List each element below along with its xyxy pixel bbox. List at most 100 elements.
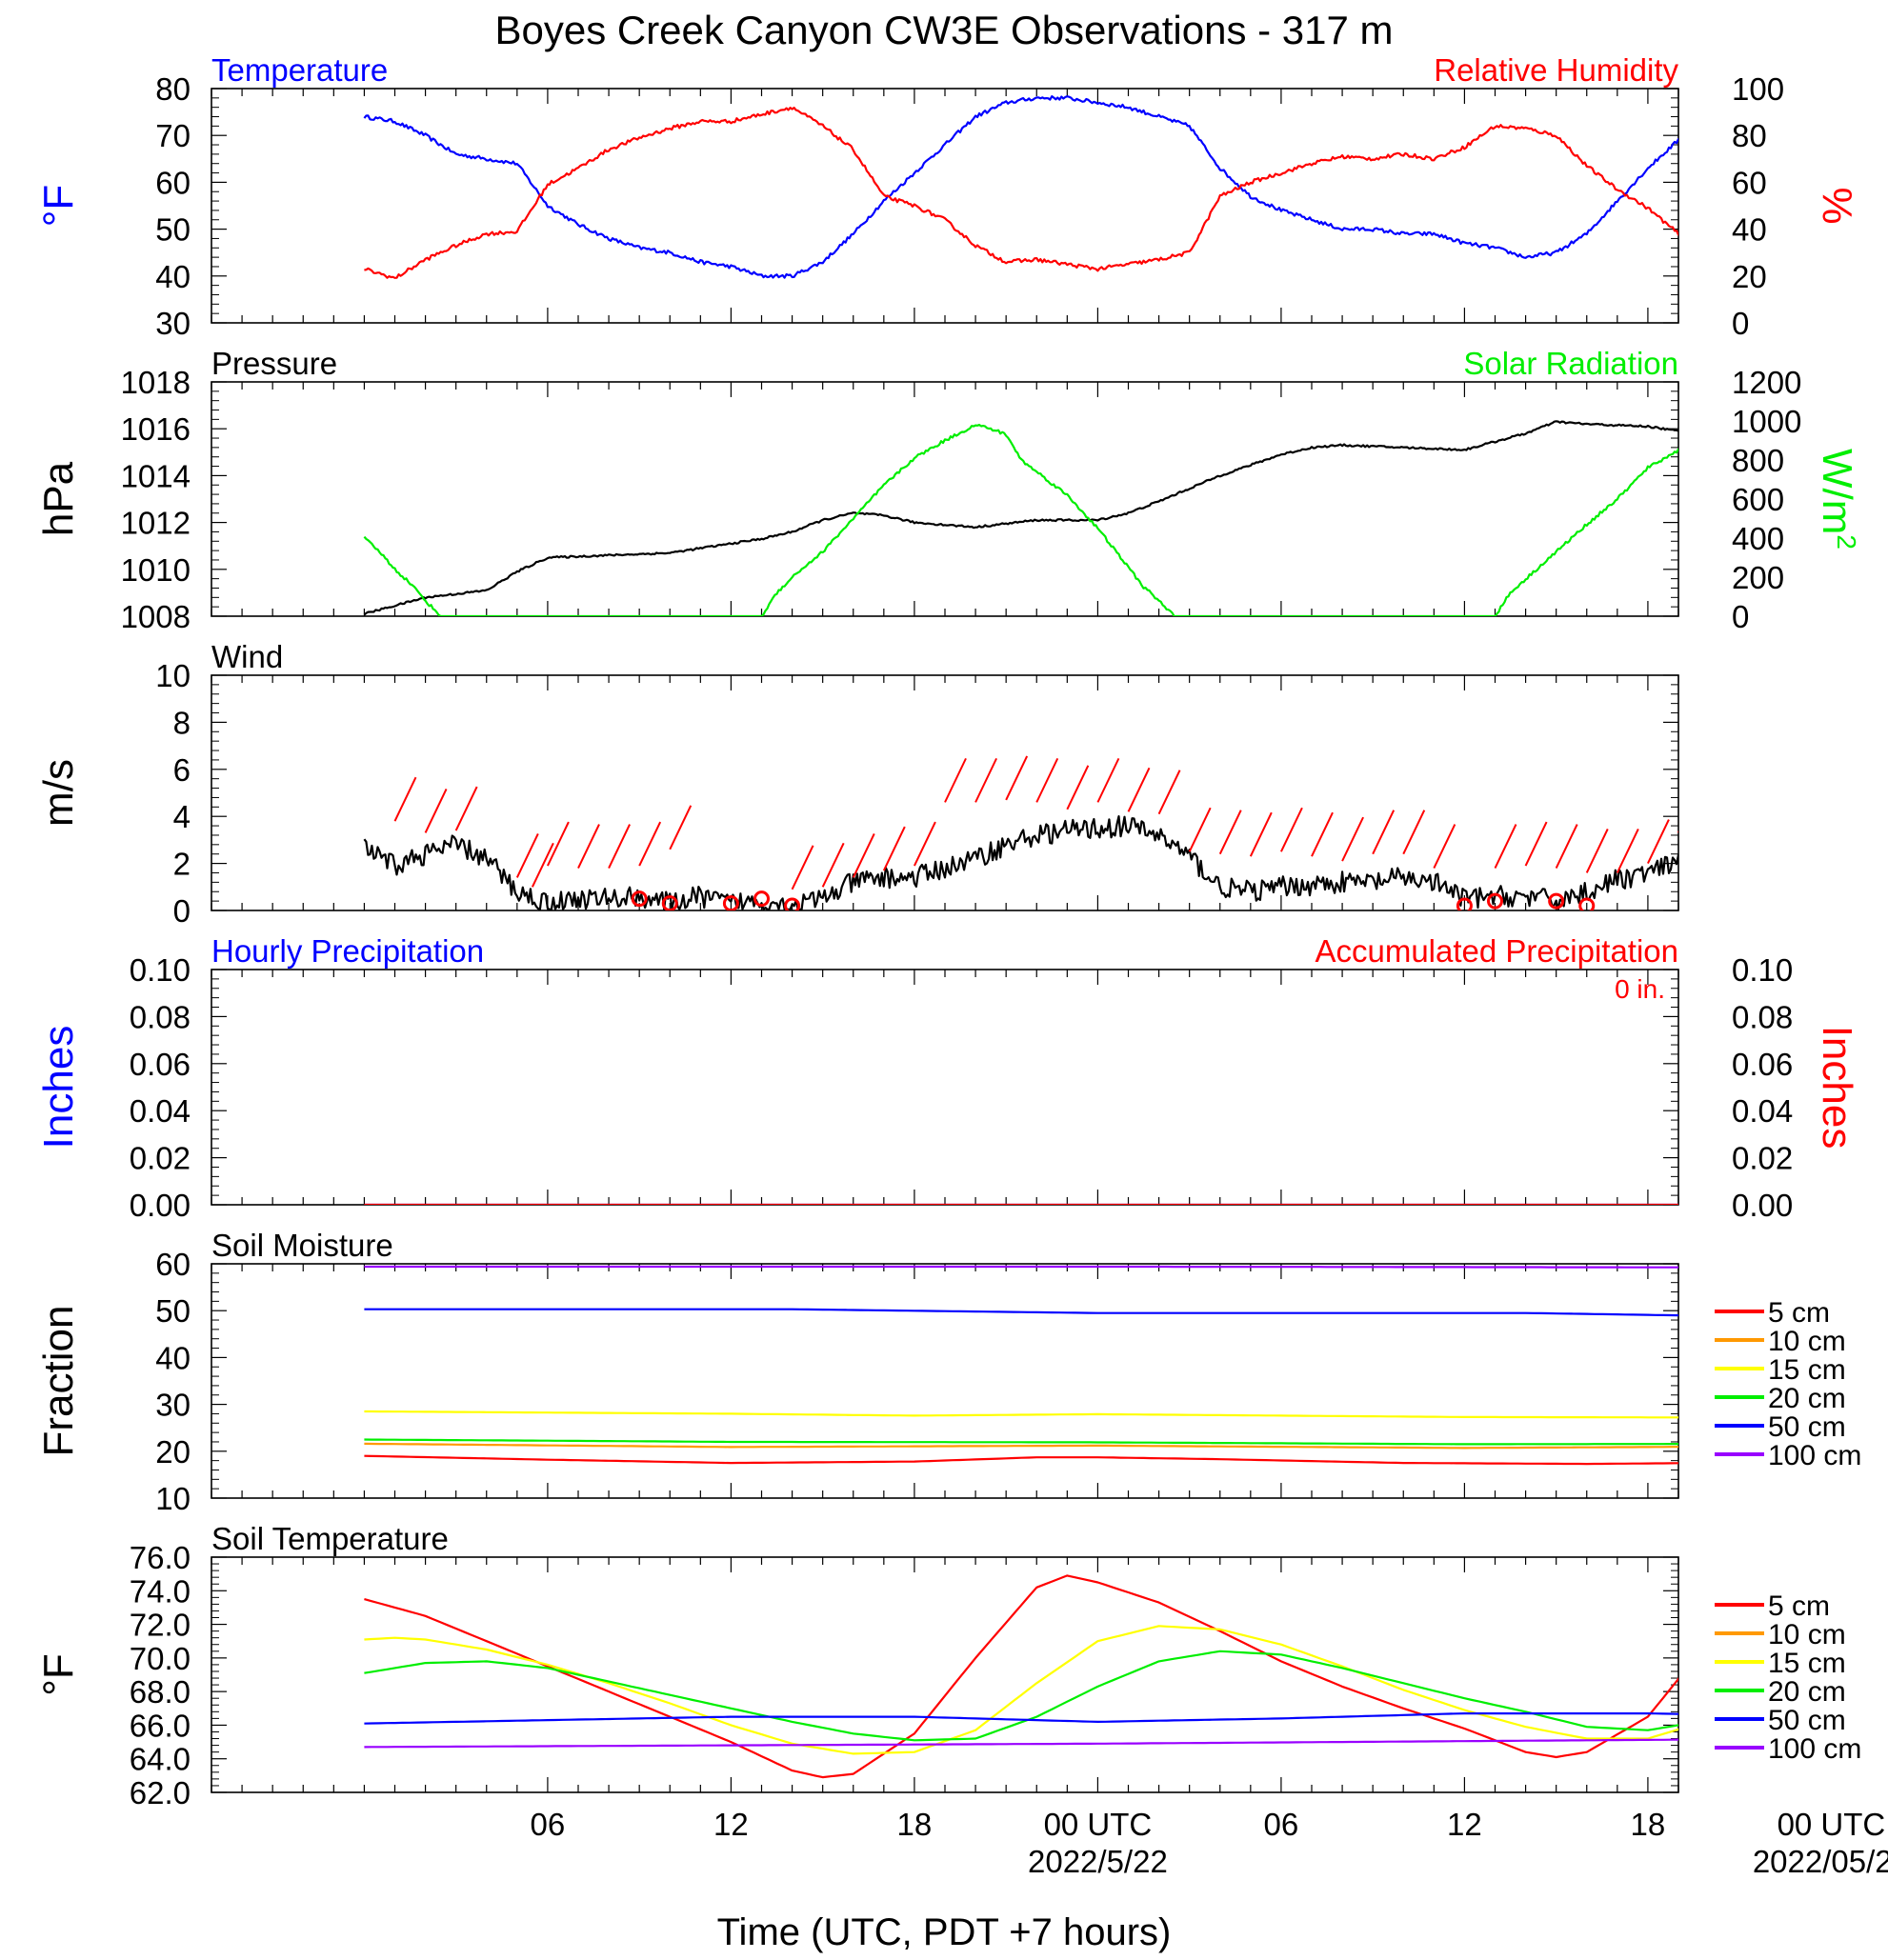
right-tick-label: 0.06 [1732, 1047, 1793, 1082]
left-axis-label: Inches [35, 1026, 82, 1150]
wind-barb [1433, 824, 1456, 869]
left-tick-label: 70 [155, 118, 191, 153]
left-tick-label: 10 [155, 658, 191, 693]
wind-barb [1372, 810, 1396, 855]
panel-annotation: 0 in. [1615, 974, 1665, 1004]
wind-barb [638, 821, 662, 867]
left-axis-label: °F [35, 185, 82, 227]
right-tick-label: 0.04 [1732, 1093, 1793, 1129]
legend-label: 10 cm [1768, 1326, 1846, 1357]
left-tick-label: 72.0 [130, 1608, 191, 1643]
series-line-50-cm [364, 1308, 1678, 1317]
wind-barb [454, 786, 478, 831]
wind-barb [1280, 807, 1303, 852]
right-tick-label: 200 [1732, 560, 1784, 595]
wind-barb [974, 757, 997, 803]
legend-label: 100 cm [1768, 1440, 1861, 1471]
panel-title-left: Soil Moisture [211, 1228, 393, 1263]
left-tick-label: 2 [173, 847, 191, 882]
left-tick-label: 0.00 [130, 1188, 191, 1223]
wind-barb [577, 824, 600, 869]
left-tick-label: 76.0 [130, 1540, 191, 1575]
x-date-label: 2022/5/22 [1028, 1844, 1168, 1879]
left-tick-label: 1012 [121, 506, 191, 541]
wind-barb [1402, 810, 1426, 855]
right-axis-label: Inches [1814, 1026, 1860, 1150]
wind-barb [1249, 811, 1273, 857]
left-tick-label: 62.0 [130, 1775, 191, 1810]
series-line-50-cm [364, 1712, 1678, 1725]
wind-barb [1647, 819, 1670, 865]
panel-title-left: Temperature [211, 52, 388, 88]
x-axis-label: Time (UTC, PDT +7 hours) [717, 1911, 1172, 1953]
wind-barb [882, 826, 906, 871]
panel-title-left: Soil Temperature [211, 1521, 449, 1556]
panel-pressure_solar: 1008 1010 1012 1014 1016 1018 0 200 400 600 800 100… [35, 346, 1862, 634]
left-tick-label: 60 [155, 1247, 191, 1282]
left-tick-label: 68.0 [130, 1674, 191, 1710]
left-tick-label: 4 [173, 799, 191, 834]
series-line-pressure [363, 420, 1678, 616]
wind-barb [669, 805, 693, 850]
panel-temp_rh: 30 40 50 60 70 80 0 20 40 60 80 100 Temperature Relat… [35, 52, 1860, 341]
legend-label: 20 cm [1768, 1676, 1846, 1708]
wind-barb [515, 832, 539, 878]
left-tick-label: 1008 [121, 599, 191, 634]
calm-marker [1456, 897, 1473, 910]
legend-label: 100 cm [1768, 1733, 1861, 1765]
wind-barb [1066, 765, 1090, 810]
x-tick-label: 00 UTC [1778, 1807, 1886, 1842]
left-tick-label: 0.04 [130, 1093, 191, 1129]
wind-barb [944, 757, 967, 803]
calm-marker [1578, 897, 1596, 910]
calm-marker [661, 895, 678, 910]
wind-barb [393, 776, 417, 822]
right-axis-label: % [1814, 187, 1860, 224]
right-tick-label: 0.10 [1732, 952, 1793, 988]
right-tick-label: 1200 [1732, 365, 1801, 400]
wind-barb [424, 789, 448, 833]
left-tick-label: 74.0 [130, 1573, 191, 1609]
right-tick-label: 0 [1732, 599, 1749, 634]
left-tick-label: 1018 [121, 365, 191, 400]
calm-marker [722, 895, 739, 910]
wind-barb [1524, 821, 1548, 867]
wind-barb [1616, 829, 1639, 873]
legend-label: 20 cm [1768, 1383, 1846, 1414]
right-tick-label: 400 [1732, 521, 1784, 556]
legend-label: 15 cm [1768, 1354, 1846, 1386]
panel-title-right: Solar Radiation [1463, 346, 1678, 381]
wind-barb [531, 842, 554, 888]
left-tick-label: 1016 [121, 411, 191, 447]
series-line-10-cm [364, 1442, 1678, 1450]
wind-barb [1341, 816, 1364, 862]
series-line-100-cm [364, 1738, 1678, 1749]
wind-barb [791, 845, 814, 890]
wind-barb [608, 824, 631, 869]
left-axis-label: hPa [35, 461, 82, 536]
figure-title: Boyes Creek Canyon CW3E Observations - 3… [494, 8, 1393, 52]
x-tick-label: 12 [1447, 1807, 1482, 1842]
wind-barb [1157, 770, 1181, 815]
axis-label-superscript: 2 [1833, 534, 1862, 550]
x-tick-label: 18 [897, 1807, 933, 1842]
series-line-20-cm [364, 1650, 1678, 1742]
panel-title-right: Relative Humidity [1434, 52, 1678, 88]
left-tick-label: 30 [155, 306, 191, 341]
wind-barb [1311, 811, 1334, 857]
series-line-solar-radiation [363, 424, 1678, 616]
right-tick-label: 0.08 [1732, 999, 1793, 1034]
series-group [363, 755, 1678, 910]
panel-title-left: Wind [211, 639, 283, 674]
right-tick-label: 0.00 [1732, 1188, 1793, 1223]
panel-title-left: Pressure [211, 346, 337, 381]
left-tick-label: 6 [173, 752, 191, 788]
left-tick-label: 1014 [121, 458, 191, 493]
x-tick-label: 06 [531, 1807, 566, 1842]
right-tick-label: 1000 [1732, 404, 1801, 439]
left-tick-label: 0.02 [130, 1141, 191, 1176]
left-tick-label: 0.08 [130, 999, 191, 1034]
right-tick-label: 0 [1732, 306, 1749, 341]
